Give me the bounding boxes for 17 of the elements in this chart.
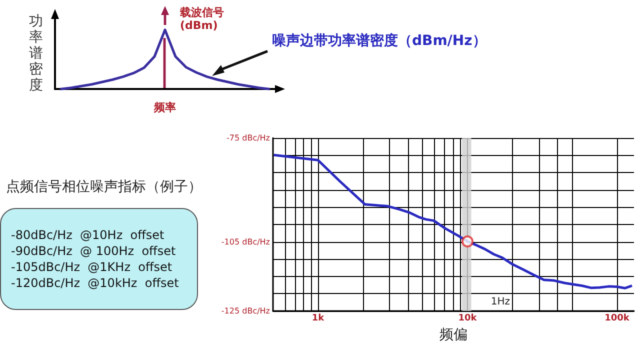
text: -90dBc/Hz @ 100Hz offset	[11, 243, 177, 259]
annotation: 噪声边带功率谱密度（dBm/Hz）	[272, 32, 486, 49]
x-tick-label: 1k	[312, 314, 326, 324]
y-tick-label: -125 dBc/Hz	[221, 306, 270, 316]
x-tick-label: 100k	[604, 314, 630, 324]
x-axis-title: 频偏	[440, 327, 468, 343]
x-tick-label: 10k	[458, 314, 478, 324]
y-tick-label: -105 dBc/Hz	[221, 237, 270, 246]
y-axis-title: 功率谱密度	[29, 14, 43, 94]
y-tick-label: -75 dBc/Hz	[226, 134, 270, 142]
text: -120dBc/Hz @10kHz offset	[11, 275, 180, 291]
text: -105dBc/Hz @1KHz offset	[11, 259, 174, 275]
annotation: 载波信号 (dBm)	[179, 6, 224, 32]
annotation: 1Hz	[490, 296, 510, 308]
text: 点频信号相位噪声指标（例子）	[6, 178, 203, 196]
x-axis-title: 频率	[153, 101, 176, 114]
text: -80dBc/Hz @10Hz offset	[11, 227, 166, 243]
